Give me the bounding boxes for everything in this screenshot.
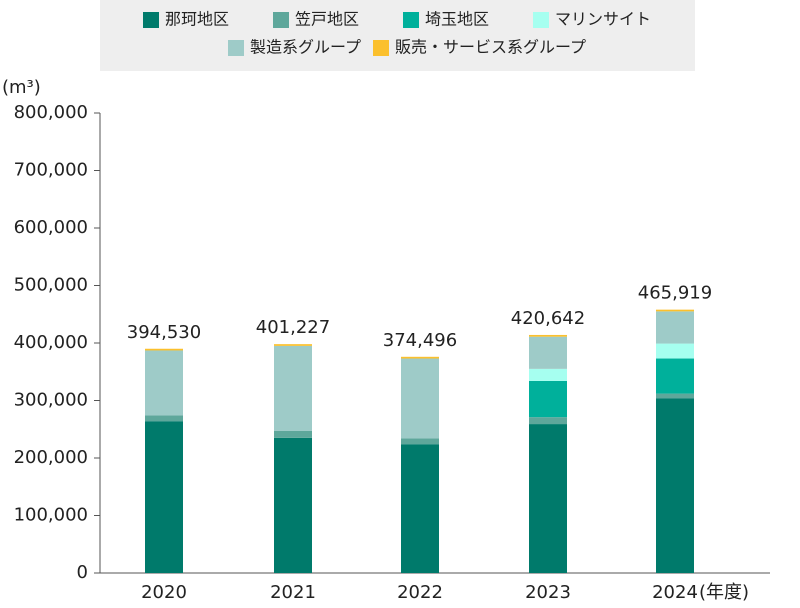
y-tick-label: 200,000 — [14, 447, 88, 468]
bar-segment — [145, 415, 183, 422]
total-label: 401,227 — [256, 317, 330, 338]
legend-swatch — [143, 12, 159, 28]
y-tick-label: 0 — [77, 562, 88, 583]
legend-label: 笠戸地区 — [295, 10, 359, 29]
y-tick-label: 600,000 — [14, 217, 88, 238]
x-tick-label: 2024 — [652, 582, 698, 603]
y-tick-label: 800,000 — [14, 102, 88, 123]
bar-segment — [529, 417, 567, 425]
bar-segment — [529, 380, 567, 418]
legend-label: 販売・サービス系グループ — [395, 38, 586, 57]
legend-swatch — [533, 12, 549, 28]
legend-label: 製造系グループ — [250, 38, 361, 57]
x-tick-label: 2022 — [397, 582, 443, 603]
bar-segment — [145, 421, 183, 573]
bar-segment — [401, 356, 439, 359]
x-axis-label: (年度) — [699, 582, 749, 603]
bar-segment — [656, 343, 694, 359]
legend-box — [100, 0, 695, 71]
legend-label: 那珂地区 — [165, 10, 229, 29]
x-tick-label: 2023 — [525, 582, 571, 603]
bar-segment — [274, 430, 312, 438]
total-label: 465,919 — [638, 283, 712, 304]
y-tick-label: 500,000 — [14, 275, 88, 296]
y-tick-label: 300,000 — [14, 390, 88, 411]
bar-segment — [274, 437, 312, 573]
bar-segment — [529, 424, 567, 573]
legend-swatch — [403, 12, 419, 28]
x-tick-label: 2021 — [270, 582, 316, 603]
y-tick-label: 400,000 — [14, 332, 88, 353]
legend-swatch — [228, 40, 244, 56]
bar-segment — [529, 334, 567, 337]
y-tick-label: 700,000 — [14, 160, 88, 181]
bar-segment — [656, 358, 694, 394]
total-label: 420,642 — [511, 308, 585, 329]
bar-segment — [401, 438, 439, 445]
total-label: 374,496 — [383, 330, 457, 351]
legend-label: 埼玉地区 — [425, 10, 489, 29]
x-tick-label: 2020 — [141, 582, 187, 603]
legend-swatch — [273, 12, 289, 28]
bar-segment — [656, 309, 694, 312]
bar-segment — [529, 336, 567, 369]
bar-segment — [401, 358, 439, 439]
y-axis-label: (m³) — [2, 77, 41, 98]
bar-segment — [145, 350, 183, 416]
total-label: 394,530 — [127, 322, 201, 343]
bar-segment — [274, 344, 312, 346]
bar-segment — [656, 393, 694, 399]
bar-segment — [401, 444, 439, 573]
bar-segment — [274, 345, 312, 431]
legend-label: マリンサイト — [555, 10, 651, 29]
bar-segment — [145, 348, 183, 351]
bar-segment — [656, 398, 694, 573]
bar-segment — [529, 368, 567, 381]
legend-swatch — [373, 40, 389, 56]
bar-segment — [656, 311, 694, 344]
y-tick-label: 100,000 — [14, 505, 88, 526]
